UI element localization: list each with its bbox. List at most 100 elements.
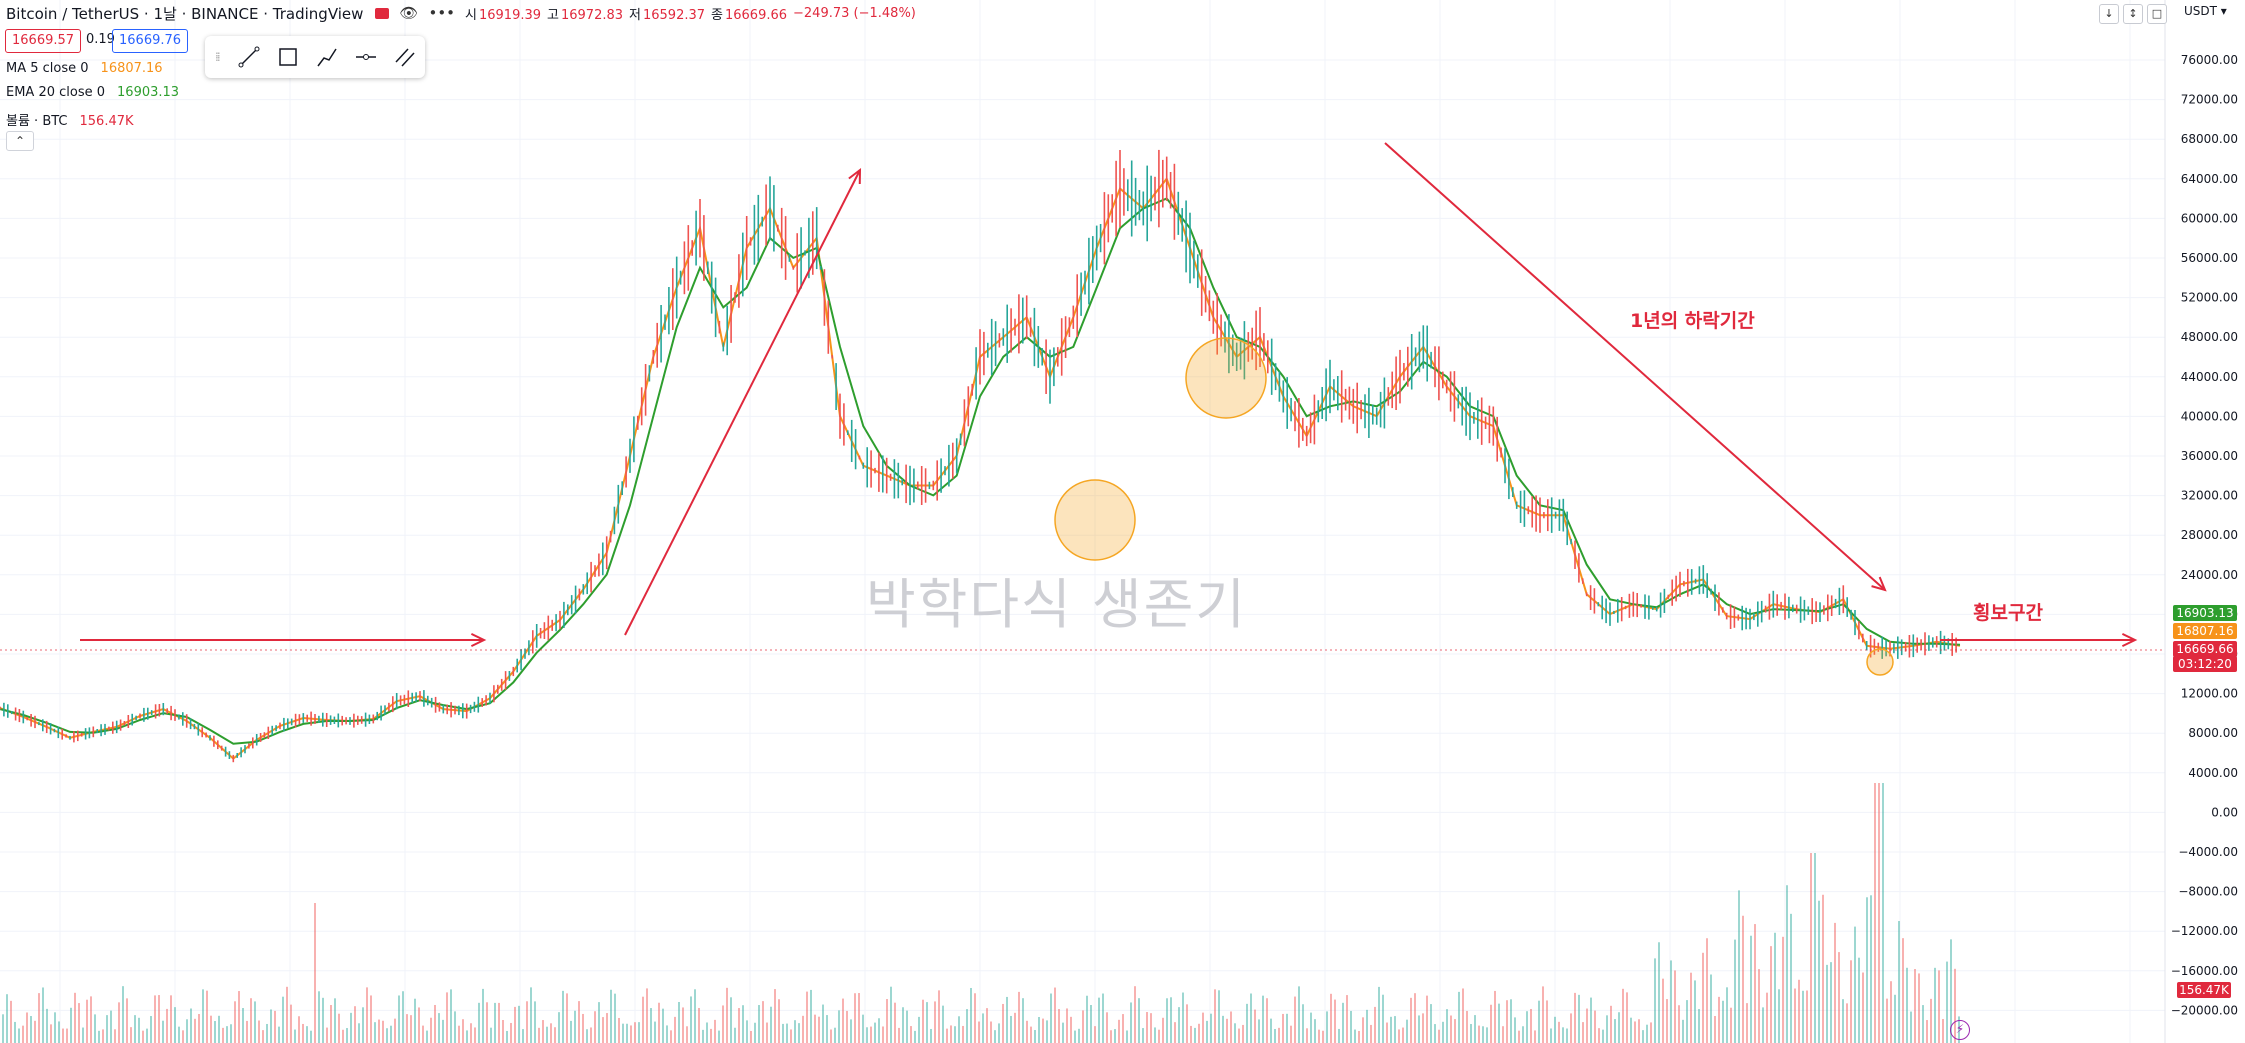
volume-bar bbox=[390, 1025, 392, 1043]
ask-price[interactable]: 16669.76 bbox=[112, 29, 189, 53]
volume-bar bbox=[1438, 1029, 1440, 1043]
sideways-label[interactable]: 횡보구간 bbox=[1973, 602, 2043, 624]
volume-bar bbox=[1878, 783, 1880, 1043]
volume-bar bbox=[1446, 1009, 1448, 1043]
volume-bar bbox=[1330, 993, 1332, 1043]
volume-bar bbox=[322, 997, 324, 1043]
volume-bar bbox=[370, 995, 372, 1043]
volume-bar bbox=[38, 993, 40, 1043]
volume-bar bbox=[1794, 988, 1796, 1043]
y-tick-label: 68000.00 bbox=[2181, 132, 2238, 146]
volume-bar bbox=[1370, 1024, 1372, 1043]
volume-bar bbox=[70, 1007, 72, 1043]
volume-bar bbox=[410, 1015, 412, 1043]
volume-bar bbox=[374, 1022, 376, 1043]
drag-handle-icon[interactable]: ⁞⁞ bbox=[215, 50, 221, 64]
volume-bar bbox=[1778, 989, 1780, 1043]
volume-bar bbox=[330, 1005, 332, 1043]
maximize-icon[interactable]: □ bbox=[2147, 4, 2167, 24]
volume-bar bbox=[630, 1025, 632, 1043]
volume-bar bbox=[1266, 998, 1268, 1043]
volume-bar bbox=[274, 1010, 276, 1043]
volume-bar bbox=[1714, 1016, 1716, 1043]
volume-bar bbox=[270, 1009, 272, 1043]
volume-bar bbox=[318, 991, 320, 1043]
indicator-ema20-label: EMA 20 close 0 bbox=[6, 85, 106, 100]
symbol-title[interactable]: Bitcoin / TetherUS · 1날 · BINANCE · Trad… bbox=[6, 4, 364, 23]
currency-selector[interactable]: USDT ▾ bbox=[2184, 4, 2227, 18]
drawing-toolbar: ⁞⁞ bbox=[205, 36, 425, 78]
watermark-text: 박학다식 생존기 bbox=[866, 573, 1247, 636]
path-icon[interactable] bbox=[314, 44, 340, 70]
volume-bar bbox=[990, 1021, 992, 1043]
indicator-ema20[interactable]: EMA 20 close 0 16903.13 bbox=[6, 85, 179, 100]
volume-bar bbox=[1270, 1018, 1272, 1043]
volume-bar bbox=[1246, 1003, 1248, 1043]
volume-bar bbox=[1130, 1002, 1132, 1043]
arrow-down-icon[interactable]: ↓ bbox=[2099, 4, 2119, 24]
volume-bar bbox=[2, 1014, 4, 1043]
volume-bar bbox=[1314, 1019, 1316, 1043]
indicator-volume[interactable]: 볼륨 · BTC 156.47K bbox=[6, 110, 134, 129]
collapse-legend-button[interactable]: ⌃ bbox=[6, 131, 34, 151]
bid-price[interactable]: 16669.57 bbox=[5, 29, 82, 53]
volume-bar bbox=[1626, 992, 1628, 1043]
volume-bar bbox=[918, 1016, 920, 1043]
volume-bar bbox=[1822, 894, 1824, 1043]
volume-bar bbox=[1634, 1021, 1636, 1043]
volume-bar bbox=[1062, 1022, 1064, 1043]
volume-bar bbox=[1362, 1017, 1364, 1043]
volume-bar bbox=[354, 1006, 356, 1043]
y-tick-label: 40000.00 bbox=[2181, 409, 2238, 423]
volume-bar bbox=[1422, 1013, 1424, 1043]
horizontal-ray-icon[interactable] bbox=[353, 44, 379, 70]
rectangle-icon[interactable] bbox=[275, 44, 301, 70]
volume-bar bbox=[1554, 1016, 1556, 1043]
volume-bar bbox=[758, 1005, 760, 1043]
volume-bar bbox=[750, 1030, 752, 1043]
volume-bar bbox=[830, 1029, 832, 1043]
indicator-ma5[interactable]: MA 5 close 0 16807.16 bbox=[6, 61, 163, 76]
volume-bar bbox=[1074, 1030, 1076, 1043]
volume-bar bbox=[422, 1025, 424, 1043]
trend-line-icon[interactable] bbox=[236, 44, 262, 70]
volume-bar bbox=[282, 996, 284, 1043]
volume-bar bbox=[170, 995, 172, 1043]
y-tick-label: 48000.00 bbox=[2181, 330, 2238, 344]
volume-bar bbox=[910, 1026, 912, 1043]
volume-bar bbox=[1642, 1030, 1644, 1043]
more-icon[interactable]: ••• bbox=[428, 4, 456, 22]
volume-bar bbox=[1278, 1027, 1280, 1043]
lightning-icon[interactable]: ⚡ bbox=[1950, 1020, 1970, 1040]
y-tick-label: −8000.00 bbox=[2178, 885, 2238, 899]
volume-bar bbox=[890, 986, 892, 1043]
series-lines bbox=[0, 149, 1961, 763]
volume-bar bbox=[842, 998, 844, 1043]
volume-bar bbox=[138, 1017, 140, 1043]
volume-bar bbox=[1254, 1009, 1256, 1043]
fullscreen-icon[interactable]: ↕ bbox=[2123, 4, 2143, 24]
volume-bar bbox=[1262, 995, 1264, 1043]
volume-bar bbox=[1766, 992, 1768, 1043]
volume-bar bbox=[1294, 996, 1296, 1043]
volume-bar bbox=[678, 1001, 680, 1043]
parallel-channel-icon[interactable] bbox=[392, 44, 418, 70]
volume-bar bbox=[1138, 998, 1140, 1043]
volume-bar bbox=[210, 1015, 212, 1043]
ema-price-tag: 16903.13 bbox=[2173, 605, 2237, 621]
volume-bar bbox=[26, 1012, 28, 1043]
volume-bar bbox=[162, 1020, 164, 1043]
volume-bar bbox=[242, 1008, 244, 1043]
downtrend-arrow bbox=[1384, 142, 1886, 591]
volume-bar bbox=[134, 1015, 136, 1043]
uptrend-arrow-head bbox=[848, 167, 862, 185]
downtrend-label[interactable]: 1년의 하락기간 bbox=[1630, 310, 1755, 332]
volume-bar bbox=[486, 1002, 488, 1043]
eye-icon[interactable]: 👁 bbox=[399, 4, 419, 22]
last-price-tag: 16669.66 bbox=[2173, 641, 2237, 657]
volume-bar bbox=[1678, 1005, 1680, 1043]
volume-bar bbox=[1490, 1004, 1492, 1043]
volume-bar bbox=[30, 1016, 32, 1043]
